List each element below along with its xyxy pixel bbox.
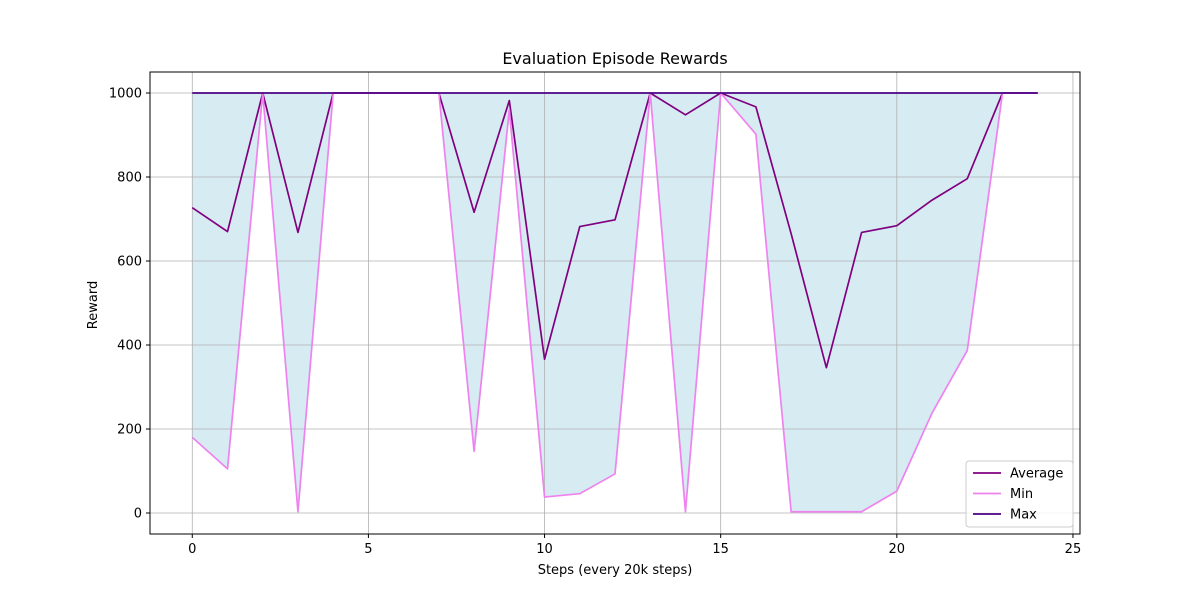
legend-item-average: Average	[973, 467, 1063, 482]
x-tick-label: 20	[889, 542, 906, 557]
x-tick-label: 5	[364, 542, 372, 557]
y-tick-label: 1000	[109, 87, 142, 102]
x-tick-label: 15	[712, 542, 729, 557]
legend-label: Average	[1010, 467, 1063, 482]
fill-area-layer	[192, 93, 1038, 512]
tick-layer: 0 5 10 15 20 25 0 200 400 600 800 1000	[109, 87, 1081, 558]
legend-item-max: Max	[973, 508, 1037, 523]
y-tick-label: 800	[117, 171, 142, 186]
plot-frame	[149, 71, 1081, 535]
y-tick-label: 400	[117, 339, 142, 354]
legend-box	[965, 460, 1074, 528]
y-tick-label: 200	[117, 423, 142, 438]
chart-title: Evaluation Episode Rewards	[502, 49, 727, 68]
legend-label: Min	[1010, 487, 1033, 502]
y-axis-label: Reward	[86, 281, 101, 329]
x-tick-label: 0	[188, 542, 196, 557]
y-tick-label: 600	[117, 255, 142, 270]
y-tick-label: 0	[134, 507, 142, 522]
series-layer	[191, 92, 1038, 513]
x-axis-label: Steps (every 20k steps)	[538, 563, 693, 578]
legend-item-min: Min	[973, 487, 1033, 502]
x-tick-label: 10	[536, 542, 553, 557]
min-max-fill-area	[192, 93, 1038, 512]
legend-label: Max	[1010, 508, 1037, 523]
legend: Average Min Max	[965, 460, 1074, 528]
x-tick-label: 25	[1065, 542, 1082, 557]
